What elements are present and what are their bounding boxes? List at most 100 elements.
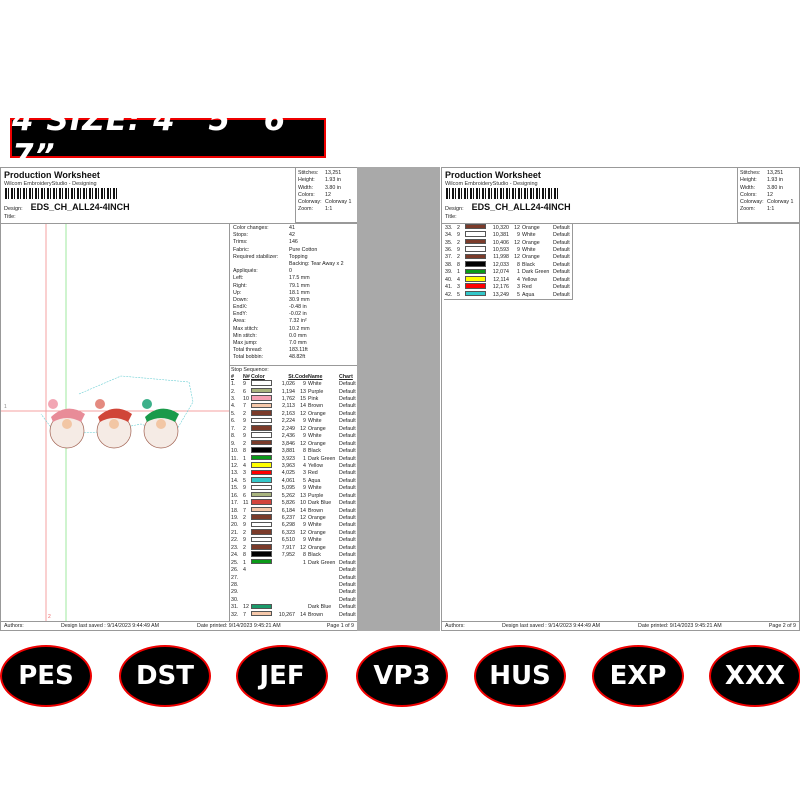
chart: Default [339, 418, 356, 425]
chart: Default [553, 291, 570, 298]
info-value: 41 [289, 225, 295, 231]
needle: 5 [457, 291, 460, 298]
chart: Default [553, 224, 570, 231]
color-name: Black [308, 552, 321, 559]
stop-number: 36. [445, 247, 453, 254]
info-label: Total thread: [233, 347, 263, 354]
table-row: 33. 2 10,320 12 Orange Default [445, 223, 571, 232]
stitch-count: 10,267 [278, 611, 295, 618]
color-name: Red [308, 470, 318, 477]
stitch-count: 3,923 [281, 455, 295, 462]
color-swatch [251, 514, 272, 520]
chart: Default [553, 247, 570, 254]
info-value: 30.9 mm [289, 296, 310, 303]
info-row: Up: 18.1 mm [233, 290, 355, 297]
stitch-count: 12,114 [493, 276, 509, 283]
table-row: 42. 5 13,249 5 Aqua Default [445, 290, 571, 298]
code: 13 [300, 388, 306, 395]
color-name: Orange [522, 224, 540, 231]
stat-label: Height: [298, 177, 315, 184]
chart: Default [339, 537, 356, 544]
chart: Default [339, 462, 356, 469]
column-header: Name [308, 373, 323, 380]
needle: 9 [243, 522, 246, 529]
stat-row: Colors: 12 [740, 192, 797, 199]
stop-number: 39. [445, 269, 453, 276]
code: 4 [517, 276, 520, 283]
stat-label: Colors: [740, 191, 757, 198]
color-swatch [465, 238, 490, 247]
stat-value: 12 [767, 191, 773, 198]
table-row: 2. 6 1,194 13 Purple Default [231, 387, 357, 395]
info-value: -0.02 in [289, 311, 307, 318]
color-swatch [251, 529, 272, 535]
stop-number: 26. [231, 567, 239, 574]
info-label: Required stabilizer: [233, 253, 279, 260]
table-row: 4. 7 2,113 14 Brown Default [231, 402, 357, 410]
design-preview: 1 2 [1, 224, 229, 621]
code: 8 [303, 448, 306, 455]
info-row: Required stabilizer: Topping [233, 254, 355, 261]
stop-number: 13. [231, 470, 239, 477]
needle: 2 [243, 529, 246, 536]
column-header: # [231, 373, 234, 380]
color-swatch [465, 268, 490, 277]
color-swatch [251, 551, 272, 557]
date-printed: Date printed: 9/14/2023 9:45:21 AM [197, 623, 281, 629]
stat-value: 1:1 [325, 206, 333, 213]
stat-label: Width: [298, 184, 314, 191]
chart: Default [339, 396, 356, 403]
design-name: EDS_CH_ALL24-4INCH [471, 202, 571, 212]
needle: 3 [457, 284, 460, 291]
code: 12 [514, 224, 520, 231]
table-row: 1. 9 1,026 9 White Default [231, 380, 357, 387]
color-swatch [465, 253, 490, 262]
color-swatch [465, 253, 486, 260]
color-name: Purple [308, 492, 324, 499]
stop-number: 7. [231, 425, 236, 432]
stop-number: 28. [231, 581, 239, 588]
stat-value: 1.93 in [767, 177, 783, 184]
info-label: Up: [233, 289, 242, 296]
chart: Default [339, 500, 356, 507]
needle: 4 [243, 462, 246, 469]
code: 1 [303, 455, 306, 462]
color-swatch [251, 521, 276, 530]
color-swatch [251, 491, 276, 500]
info-value: 42 [289, 232, 295, 239]
needle: 6 [243, 492, 246, 499]
stitch-count: 2,249 [281, 425, 295, 432]
color-swatch [465, 238, 486, 245]
stat-label: Stitches: [740, 170, 761, 176]
color-swatch [251, 506, 272, 513]
color-name: Orange [308, 410, 326, 417]
stitch-count: 10,406 [492, 239, 509, 246]
stop-number: 14. [231, 477, 239, 484]
table-row: 12. 4 3,963 4 Yellow Default [231, 462, 357, 469]
color-swatch [465, 223, 490, 232]
format-badge-jef: JEF [236, 645, 328, 707]
color-swatch [251, 417, 272, 424]
stop-number: 3. [231, 396, 236, 403]
table-row: 31. 12 Dark Blue Default [231, 603, 357, 611]
stop-number: 4. [231, 403, 236, 410]
chart: Default [339, 388, 356, 395]
color-swatch [465, 231, 486, 237]
page-subtitle: Wilcom EmbroideryStudio - Designing [445, 181, 538, 187]
table-row: 15. 9 5,095 9 White Default [231, 484, 357, 492]
chart: Default [339, 529, 356, 536]
needle: 9 [243, 537, 246, 544]
stop-number: 23. [231, 544, 239, 551]
stop-number: 8. [231, 433, 236, 440]
stat-value: 3.80 in [767, 184, 783, 191]
info-row: Total thread: 183.11ft [233, 347, 355, 354]
needle: 2 [243, 410, 246, 417]
table-row: 17. 11 5,826 10 Dark Blue Default [231, 499, 357, 506]
info-value: 183.11ft [289, 347, 308, 354]
table-row: 22. 9 6,510 9 White Default [231, 536, 357, 544]
needle: 11 [243, 500, 249, 507]
color-swatch [251, 439, 276, 448]
chart: Default [339, 455, 356, 462]
color-swatch [251, 395, 276, 403]
needle: 2 [243, 515, 246, 522]
